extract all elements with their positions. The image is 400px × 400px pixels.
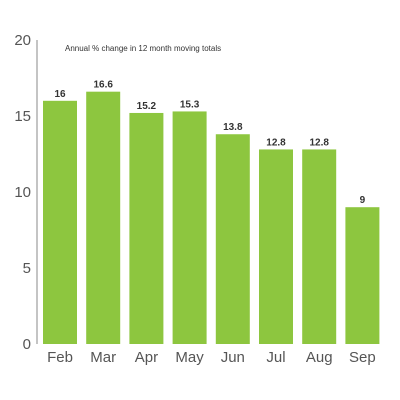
bar (43, 100, 77, 344)
x-tick-label: Feb (47, 349, 73, 366)
x-tick-label: Aug (306, 349, 333, 366)
bar (129, 112, 164, 345)
bar-value-label: 16 (54, 89, 66, 100)
bar-value-label: 12.8 (309, 137, 329, 148)
data-labels: 16 16.6 15.2 15.3 13.8 12.8 12.8 9 (54, 80, 365, 207)
y-tick-label: 20 (14, 32, 31, 49)
x-tick-label: Mar (90, 349, 116, 366)
x-axis-ticks: Feb Mar Apr May Jun Jul Aug Sep (47, 349, 376, 366)
y-tick-label: 5 (23, 260, 31, 277)
bar-value-label: 13.8 (223, 122, 243, 133)
x-tick-label: Jun (221, 349, 245, 366)
bar (86, 91, 121, 345)
bar (215, 134, 250, 344)
bar-value-label: 12.8 (266, 137, 286, 148)
x-tick-label: Apr (135, 349, 158, 366)
y-tick-label: 10 (14, 184, 31, 201)
bar (345, 207, 380, 344)
bar-series (43, 91, 380, 345)
bar-value-label: 16.6 (93, 80, 113, 91)
x-tick-label: May (175, 349, 204, 366)
x-tick-label: Jul (266, 349, 285, 366)
chart-annotation: Annual % change in 12 month moving total… (65, 44, 221, 53)
bar (172, 111, 207, 344)
bar (259, 149, 293, 344)
y-tick-label: 15 (14, 108, 31, 125)
y-tick-label: 0 (23, 336, 31, 353)
y-axis-ticks: 0 5 10 15 20 (14, 32, 31, 353)
x-tick-label: Sep (349, 349, 376, 366)
bar-value-label: 9 (360, 195, 366, 206)
bar-value-label: 15.3 (180, 99, 200, 110)
bar-value-label: 15.2 (137, 101, 157, 112)
bar (302, 149, 337, 344)
